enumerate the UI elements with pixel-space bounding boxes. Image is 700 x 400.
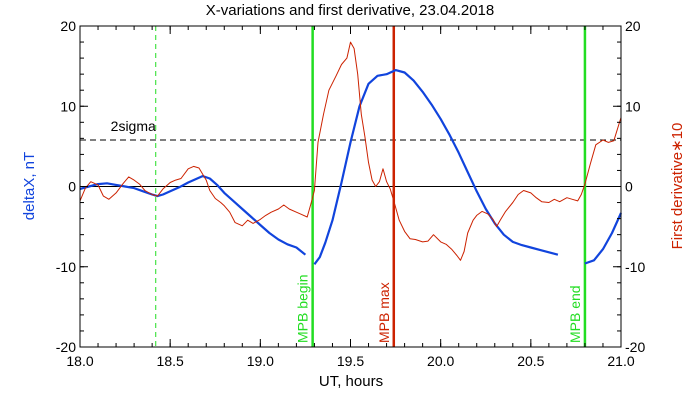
series-deltaX-segment-2 xyxy=(584,212,623,265)
y-axis-right-label: First derivative∗10 xyxy=(669,123,686,250)
threshold-label: 2sigma xyxy=(111,118,156,134)
plot-layer xyxy=(79,26,623,347)
x-axis-label: UT, hours xyxy=(319,373,383,390)
y-tick-label-left: 20 xyxy=(60,18,76,34)
series-derivative-segment-0 xyxy=(79,41,622,261)
y-tick-label-left: 0 xyxy=(68,179,76,195)
y-tick-label-left: -10 xyxy=(56,259,76,275)
x-tick-label: 20.0 xyxy=(427,353,454,369)
series-deltaX-segment-1 xyxy=(313,69,559,265)
y-tick-label-right: 20 xyxy=(625,18,641,34)
chart-title: X-variations and first derivative, 23.04… xyxy=(206,2,495,19)
y-axis-left-label: deltaX, nT xyxy=(21,152,38,220)
vline-label-1: MPB begin xyxy=(295,275,311,343)
y-tick-label-right: -20 xyxy=(625,339,645,355)
x-tick-label: 21.0 xyxy=(607,353,634,369)
vline-label-2: MPB max xyxy=(376,282,392,343)
labels-layer: 2sigma MPB begin MPB max MPB end xyxy=(111,118,583,343)
x-tick-label: 19.0 xyxy=(247,353,274,369)
y-tick-label-left: -20 xyxy=(56,339,76,355)
y-tick-label-right: 10 xyxy=(625,98,641,114)
x-tick-label: 18.5 xyxy=(157,353,184,369)
plot-frame xyxy=(79,25,622,348)
y-tick-label-left: 10 xyxy=(60,98,76,114)
y-tick-label-right: 0 xyxy=(625,179,633,195)
ticks-layer: 18.0 18.5 19.0 19.5 20.0 20.5 21.0-20 -20-10 -10… xyxy=(56,18,646,369)
x-tick-label: 20.5 xyxy=(517,353,544,369)
vline-label-3: MPB end xyxy=(567,285,583,343)
y-tick-label-right: -10 xyxy=(625,259,645,275)
series-deltaX-segment-0 xyxy=(79,175,307,256)
x-tick-label: 19.5 xyxy=(337,353,364,369)
x-tick-label: 18.0 xyxy=(66,353,93,369)
